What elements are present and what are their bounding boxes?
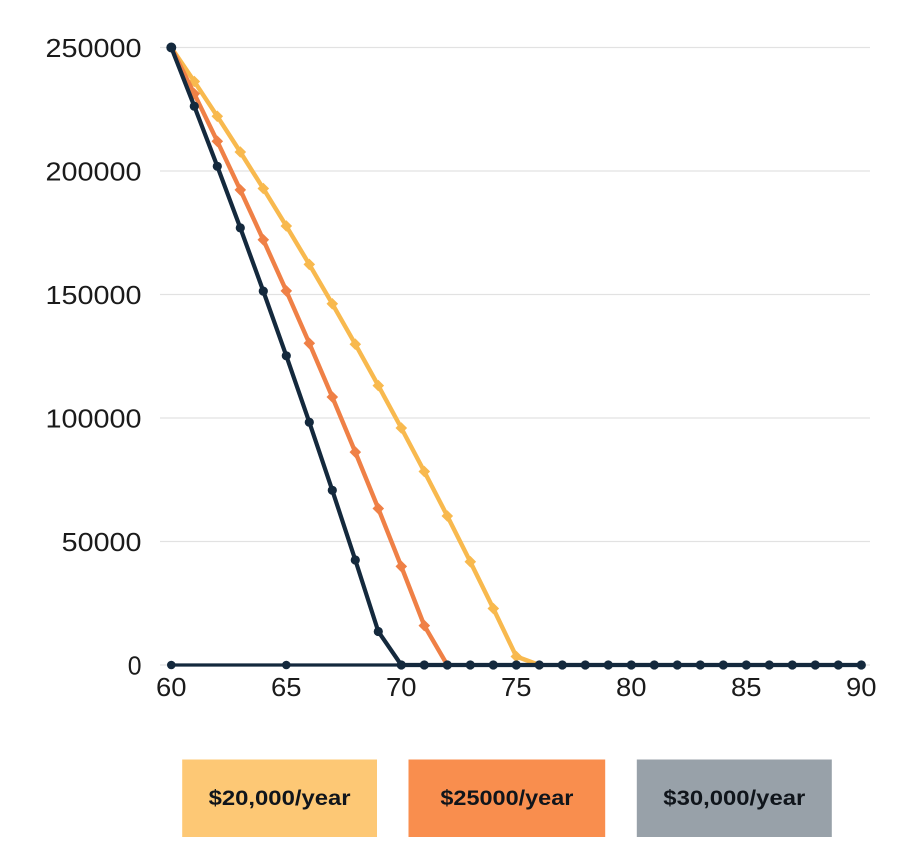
svg-text:$20,000/year: $20,000/year [209, 787, 351, 810]
svg-text:60: 60 [156, 672, 187, 702]
svg-text:90: 90 [846, 672, 877, 702]
svg-text:75: 75 [501, 672, 532, 702]
svg-text:200000: 200000 [46, 156, 142, 186]
svg-text:80: 80 [616, 672, 647, 702]
svg-text:0: 0 [128, 650, 142, 680]
svg-text:250000: 250000 [46, 33, 142, 63]
svg-text:50000: 50000 [62, 527, 142, 557]
svg-text:100000: 100000 [46, 403, 142, 433]
svg-text:150000: 150000 [46, 280, 142, 310]
svg-text:85: 85 [731, 672, 762, 702]
svg-text:65: 65 [271, 672, 302, 702]
svg-text:70: 70 [386, 672, 417, 702]
svg-text:$25000/year: $25000/year [440, 787, 573, 810]
svg-text:$30,000/year: $30,000/year [663, 787, 805, 810]
